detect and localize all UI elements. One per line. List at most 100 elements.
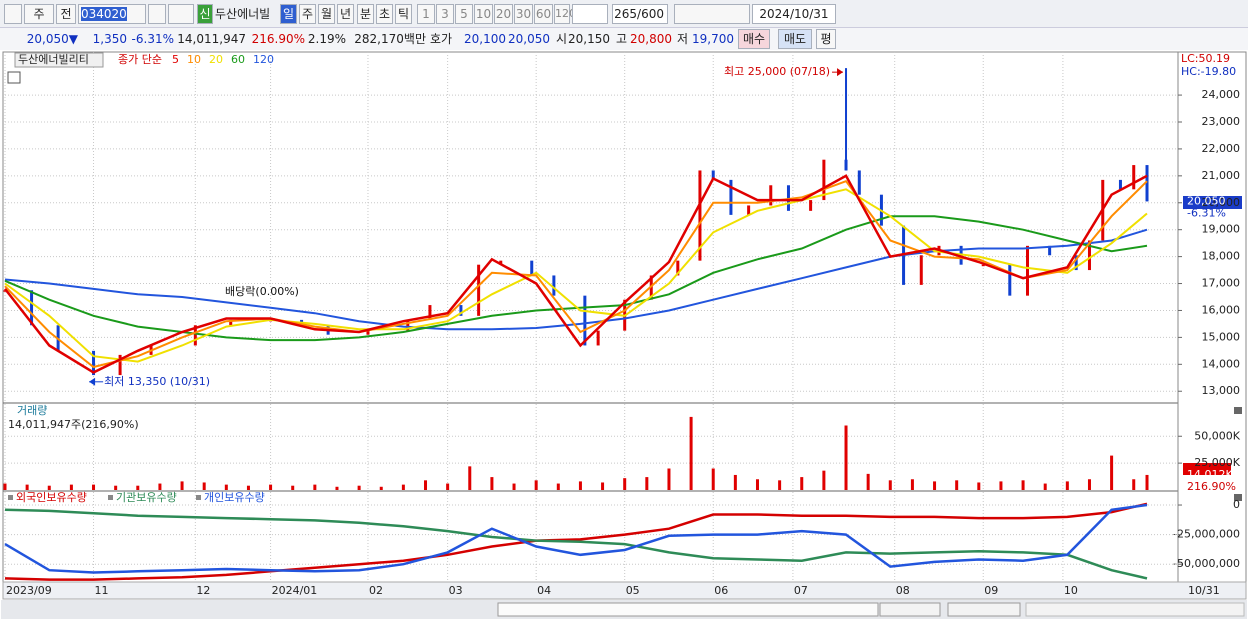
y-tick-label: 23,000 — [1202, 115, 1241, 128]
scroll-controls[interactable] — [879, 602, 941, 617]
volume-bar — [689, 416, 693, 490]
code-input[interactable]: 034020 — [78, 4, 146, 24]
table-icon[interactable] — [7, 71, 21, 84]
last-ratio: 216.90% — [1187, 480, 1236, 493]
candle — [552, 275, 556, 296]
low-annotation: 최저 13,350 (10/31) — [104, 375, 210, 388]
market-select[interactable]: 주 — [24, 4, 54, 24]
sound-button[interactable] — [168, 4, 194, 24]
interval-button[interactable]: 5 — [455, 4, 473, 24]
x-end-label: 10/31 — [1188, 584, 1220, 597]
period-button[interactable]: 주 — [299, 4, 316, 24]
interval-button[interactable]: 30 — [514, 4, 533, 24]
trade-amount: 282,170백만 — [354, 32, 426, 46]
volume-bar — [512, 483, 516, 490]
candle — [1118, 179, 1122, 190]
interval-button[interactable]: 120 — [554, 4, 576, 24]
candle — [118, 354, 122, 376]
x-tick-label: 04 — [537, 584, 551, 597]
y-tick-label: 17,000 — [1202, 277, 1241, 290]
sell-button[interactable]: 매도 — [778, 29, 812, 49]
y-tick-label: -50,000,000 — [1173, 557, 1240, 570]
y-tick-label: 16,000 — [1202, 303, 1241, 316]
y-tick-label: 19,000 — [1202, 223, 1241, 236]
legend-item: 개인보유수량 — [204, 491, 265, 504]
ma-line — [4, 215, 1148, 342]
label: 고 — [616, 32, 628, 46]
tool-icons[interactable] — [1025, 602, 1245, 617]
interval-button[interactable]: 20 — [494, 4, 513, 24]
interval-select[interactable] — [572, 4, 608, 24]
candle — [366, 330, 370, 335]
volume-bar — [269, 484, 273, 490]
avg-button[interactable]: 평 — [816, 29, 836, 49]
period-button[interactable]: 년 — [337, 4, 354, 24]
candle — [477, 264, 481, 316]
candle — [1048, 245, 1052, 256]
menu-icon[interactable] — [4, 4, 22, 24]
candle — [92, 350, 96, 376]
label: 저 — [677, 32, 689, 46]
volume-bar — [114, 485, 118, 490]
period-button[interactable]: 일 — [280, 4, 297, 24]
volume-bar — [955, 480, 959, 490]
volume-bar — [977, 482, 981, 490]
volume-bar — [733, 474, 737, 490]
period-button[interactable]: 틱 — [395, 4, 412, 24]
volume-bar — [711, 468, 715, 490]
legend-marker — [108, 495, 113, 500]
period-button[interactable]: 초 — [376, 4, 393, 24]
interval-button[interactable]: 60 — [534, 4, 553, 24]
x-tick-label: 2024/01 — [272, 584, 318, 597]
volume-bar — [778, 480, 782, 490]
volume-bar — [667, 468, 671, 490]
candle — [1026, 245, 1030, 296]
x-tick-label: 05 — [626, 584, 640, 597]
count-input[interactable]: 265/600 — [612, 4, 668, 24]
candle — [428, 305, 432, 320]
volume-bar — [92, 484, 96, 490]
volume-bar — [158, 483, 162, 490]
candle — [499, 260, 503, 265]
candle — [698, 170, 702, 261]
panel-close[interactable] — [1234, 407, 1242, 414]
volume-bar — [224, 484, 228, 490]
search-button[interactable] — [148, 4, 166, 24]
volume-bar — [3, 483, 7, 490]
date-input[interactable]: 2024/10/31 — [752, 4, 836, 24]
x-tick-label: 03 — [449, 584, 463, 597]
volume-bar — [645, 477, 649, 490]
volume-bar — [910, 479, 914, 490]
period-button[interactable]: 월 — [318, 4, 335, 24]
legend-box — [14, 52, 104, 68]
y-tick-label: 13,000 — [1202, 384, 1241, 397]
scroll-thumb[interactable] — [497, 602, 879, 617]
stock-label: 두산에너빌리티 — [18, 53, 89, 66]
y-tick-label: 22,000 — [1202, 142, 1241, 155]
interval-button[interactable]: 10 — [474, 4, 493, 24]
buy-button[interactable]: 매수 — [738, 29, 770, 49]
y-tick-label: 0 — [1233, 498, 1240, 511]
volume-bar — [69, 484, 73, 490]
interval-button[interactable]: 3 — [436, 4, 454, 24]
period-button[interactable]: 분 — [357, 4, 374, 24]
candle — [229, 319, 233, 326]
interval-button[interactable]: 1 — [417, 4, 435, 24]
ma-line — [4, 174, 1148, 374]
volume-bar — [755, 479, 759, 490]
zoom-slider[interactable] — [947, 602, 1021, 617]
volume-bar — [468, 466, 472, 490]
volume-bar — [313, 484, 317, 490]
x-tick-label: 2023/09 — [6, 584, 52, 597]
tool-icons[interactable] — [674, 4, 750, 24]
prev-button[interactable]: 전 — [56, 4, 76, 24]
candle — [1074, 255, 1078, 271]
axis-area — [1177, 51, 1247, 583]
volume-bar — [1043, 483, 1047, 490]
y-tick-label: 18,000 — [1202, 250, 1241, 263]
legend-item: 외국인보유수량 — [16, 491, 87, 504]
info-bar: 20,050▼ 1,350 -6.31% 14,011,947 216.90% … — [0, 27, 1248, 50]
panel-close[interactable] — [1234, 494, 1242, 501]
arrow-head — [837, 68, 844, 77]
volume-bar — [246, 485, 250, 490]
